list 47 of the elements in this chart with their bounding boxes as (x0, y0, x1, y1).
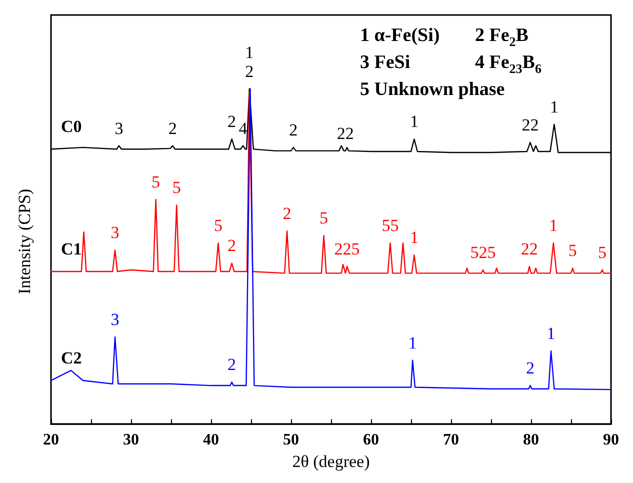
annotation: 22 (336, 124, 354, 143)
annotation: 5 Unknown phase (360, 79, 505, 100)
x-axis-title: 2θ (degree) (292, 452, 370, 471)
annotation: 525 (470, 242, 496, 262)
annotation: 5 (598, 242, 606, 262)
annotation: 55 (382, 216, 399, 236)
annotation: 3 (110, 310, 120, 329)
x-tick-label: 70 (443, 432, 459, 449)
series-label: C0 (61, 117, 82, 136)
series-label: C2 (61, 348, 82, 368)
annotation: 1 (410, 112, 418, 132)
annotation: 1 (546, 324, 556, 343)
x-tick-label: 20 (43, 432, 59, 449)
annotation: 2 (228, 236, 236, 256)
annotation: 22 (522, 115, 539, 134)
annotation: 1 (549, 216, 558, 236)
text: 3 FeSi (360, 52, 410, 73)
annotation: 5 (320, 208, 328, 228)
annotation: 5 (152, 172, 160, 192)
annotation: 2 (228, 355, 236, 374)
annotation: 1 (245, 42, 254, 62)
x-tick-label: 80 (523, 432, 539, 449)
x-tick-label: 30 (123, 432, 139, 449)
x-tick-label: 40 (203, 432, 219, 449)
annotation: 3 (110, 223, 120, 242)
annotation: 22 (520, 239, 538, 258)
x-tick-label: 90 (603, 432, 619, 449)
annotation: 2 (245, 62, 254, 81)
annotation: 4 (238, 118, 248, 138)
annotation: 2 (168, 118, 177, 138)
annotation: 5 (172, 178, 181, 198)
annotation: 225 (334, 239, 360, 258)
annotation: 2 (289, 120, 298, 140)
x-tick-label: 60 (363, 432, 379, 449)
text: 1 α-Fe(Si) (360, 25, 440, 46)
x-tick-label: 50 (283, 432, 299, 449)
annotation: 2 (526, 358, 534, 378)
annotation: 5 (568, 241, 577, 260)
annotation: 2 (282, 204, 292, 223)
annotation: 1 (550, 97, 558, 116)
annotation: 1 (410, 228, 418, 248)
annotation: 5 (214, 216, 222, 236)
annotation: 2 (228, 112, 236, 132)
y-axis-title: Intensity (CPS) (15, 188, 34, 294)
series-label: C1 (61, 240, 82, 259)
annotation: 1 (408, 333, 417, 352)
annotation: 3 (114, 118, 124, 138)
